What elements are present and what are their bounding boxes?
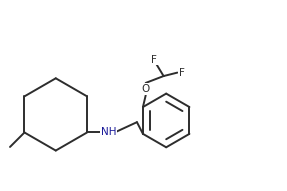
Text: O: O [141, 84, 150, 94]
Text: F: F [179, 68, 185, 78]
Text: NH: NH [101, 127, 116, 138]
Text: F: F [151, 55, 157, 65]
